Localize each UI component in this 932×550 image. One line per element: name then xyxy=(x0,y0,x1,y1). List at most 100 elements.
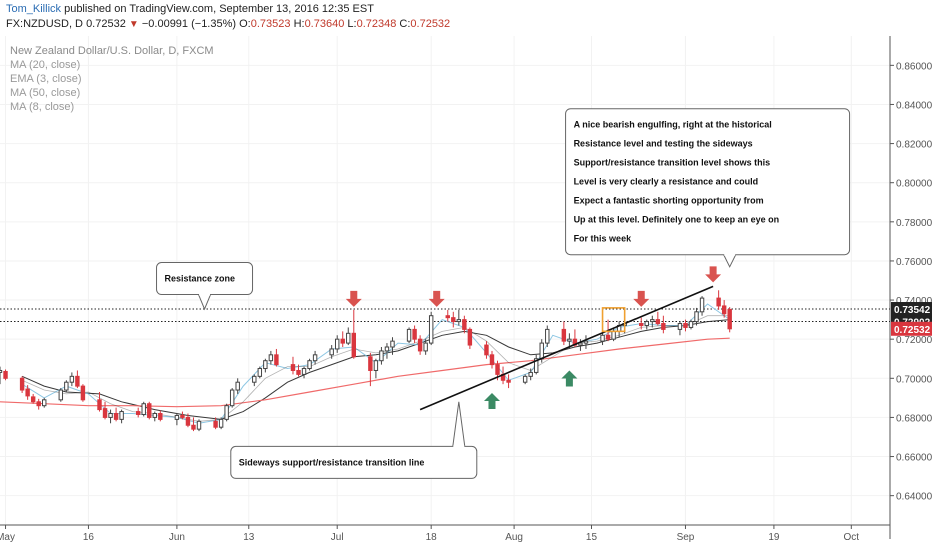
y-tick-label: 0.78000 xyxy=(896,218,932,229)
candle-body xyxy=(417,338,423,352)
bullish-candle xyxy=(406,327,412,344)
down-triangle-icon: ▼ xyxy=(128,19,139,30)
callout-text: Support/resistance transition level show… xyxy=(574,158,771,168)
bearish-candle xyxy=(274,348,279,367)
candle-body xyxy=(644,321,649,326)
bearish-candle xyxy=(506,374,511,389)
candle-body xyxy=(456,319,462,323)
bullish-candle xyxy=(346,327,351,346)
candle-body xyxy=(406,328,412,342)
candle-body xyxy=(174,414,180,420)
bullish-candle xyxy=(583,335,589,349)
bullish-candle xyxy=(428,311,434,346)
candle-body xyxy=(716,297,721,307)
legend-item-ema3[interactable]: EMA (3, close) xyxy=(10,73,82,85)
high-label: H: xyxy=(293,18,305,30)
bearish-candle xyxy=(158,410,163,422)
callout-analysis: A nice bearish engulfing, right at the h… xyxy=(565,108,851,268)
bullish-candle xyxy=(257,366,263,379)
bullish-candle xyxy=(69,372,75,387)
candle-body xyxy=(727,308,732,330)
bullish-candle xyxy=(379,347,384,365)
candle-body xyxy=(539,342,544,360)
y-tick-label: 0.70000 xyxy=(896,374,932,385)
bearish-candle xyxy=(296,364,301,377)
y-tick-label: 0.86000 xyxy=(896,61,932,72)
bullish-candle xyxy=(268,350,274,365)
candle-body xyxy=(721,305,727,315)
candle-body xyxy=(108,413,113,418)
bullish-candle xyxy=(174,413,180,426)
close-label: C: xyxy=(399,18,411,30)
x-tick-label: 15 xyxy=(586,532,598,543)
candle-body xyxy=(152,413,157,418)
bullish-candle xyxy=(650,315,655,328)
callout-text: Sideways support/resistance transition l… xyxy=(239,457,425,467)
callout-text: Level is very clearly a resistance and c… xyxy=(574,177,759,187)
candle-body xyxy=(650,319,655,323)
last-price: 0.72532 xyxy=(86,18,126,30)
bullish-candle xyxy=(218,417,224,430)
ohlc-line: FX:NZDUSD, D 0.72532 ▼ −0.00991 (−1.35%)… xyxy=(6,18,450,30)
callout-text: Up at this level. Definitely one to keep… xyxy=(574,215,780,225)
bullish-candle xyxy=(141,401,146,417)
candles xyxy=(0,290,732,432)
bullish-candle xyxy=(699,296,705,316)
price-tag: 0.73542 xyxy=(891,302,932,317)
open-label: O: xyxy=(239,18,251,30)
candle-body xyxy=(699,297,705,313)
x-tick-label: 16 xyxy=(83,532,95,543)
candle-body xyxy=(639,323,644,326)
candle-body xyxy=(462,319,467,330)
candle-body xyxy=(484,344,489,356)
high-value: 0.73640 xyxy=(304,18,345,30)
bearish-candle xyxy=(716,290,721,310)
candle-body xyxy=(113,413,119,420)
candle-body xyxy=(495,364,500,375)
y-tick-label: 0.82000 xyxy=(896,140,932,151)
legend-item-ma50[interactable]: MA (50, close) xyxy=(10,87,81,99)
bullish-candle xyxy=(384,343,390,359)
down-arrow-icon xyxy=(428,290,445,307)
callout-pointer-joint xyxy=(199,293,211,296)
candle-body xyxy=(141,403,146,415)
candle-body xyxy=(97,399,102,411)
candle-body xyxy=(346,332,351,344)
bullish-candle xyxy=(119,409,124,424)
y-tick-label: 0.84000 xyxy=(896,100,932,111)
published-text: published on TradingView.com, September … xyxy=(64,3,374,15)
candle-body xyxy=(600,334,605,342)
candle-body xyxy=(290,364,296,371)
candle-body xyxy=(196,420,202,430)
candle-body xyxy=(147,403,152,418)
legend-item-ma20[interactable]: MA (20, close) xyxy=(10,59,81,71)
candle-body xyxy=(329,348,334,356)
candle-body xyxy=(30,396,36,403)
callout-pointer xyxy=(198,294,211,311)
price-tag-bg xyxy=(891,302,932,317)
candle-body xyxy=(58,389,64,401)
bullish-candle xyxy=(229,388,235,408)
candle-body xyxy=(522,375,528,383)
candle-body xyxy=(158,413,163,420)
bullish-candle xyxy=(307,358,312,371)
candle-body xyxy=(561,328,567,342)
legend-item-ma8[interactable]: MA (8, close) xyxy=(10,101,75,113)
bearish-candle xyxy=(489,350,495,369)
bearish-candle xyxy=(75,370,80,389)
bullish-candle xyxy=(677,321,683,336)
low-value: 0.72348 xyxy=(356,18,397,30)
y-tick-label: 0.64000 xyxy=(896,492,932,503)
price-chart[interactable]: 0.86000 0.84000 0.82000 0.80000 0.78000 0.760… xyxy=(0,34,932,550)
author-link[interactable]: Tom_Killick xyxy=(6,3,62,15)
candle-body xyxy=(583,340,589,344)
callout-pointer-joint xyxy=(453,445,465,448)
last-price-tag-label: 0.72532 xyxy=(894,325,931,336)
bearish-candle xyxy=(661,315,666,334)
bullish-candle xyxy=(694,307,699,326)
bullish-candle xyxy=(522,374,528,385)
bullish-candle xyxy=(545,325,550,348)
down-arrow-icon xyxy=(705,266,722,283)
y-tick-label: 0.80000 xyxy=(896,179,932,190)
down-arrow-icon xyxy=(345,290,362,307)
